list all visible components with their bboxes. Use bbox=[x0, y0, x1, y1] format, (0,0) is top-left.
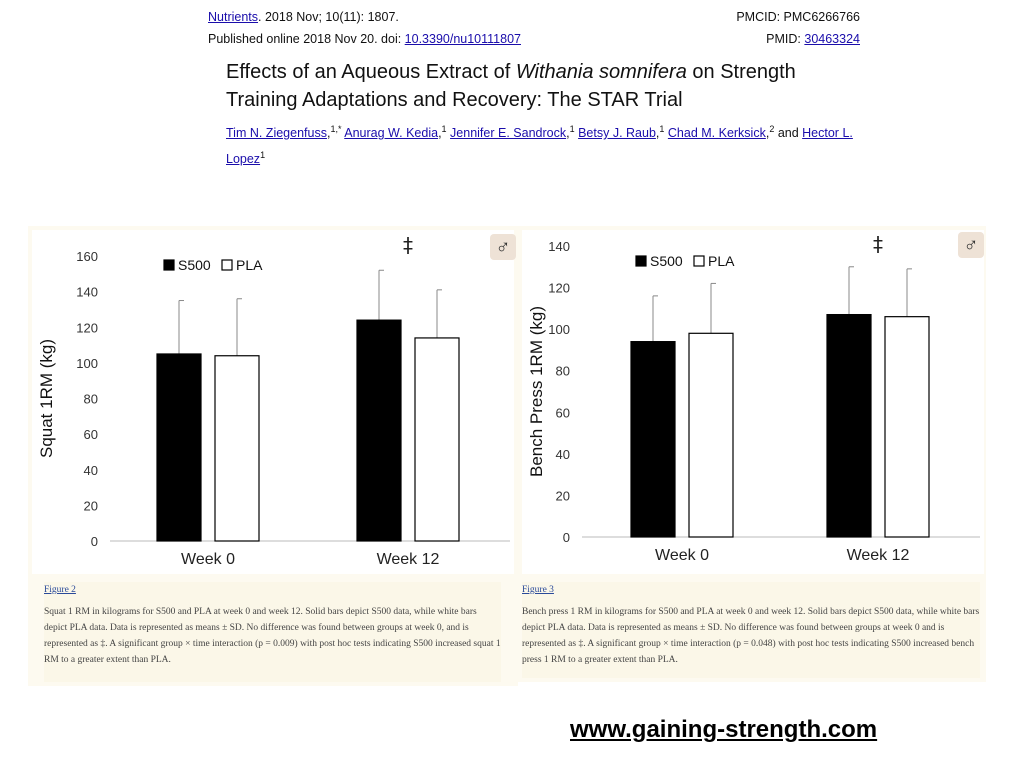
author-affiliation: 1 bbox=[441, 124, 447, 134]
author-affiliation: 1,* bbox=[330, 124, 342, 134]
legend-label: S500 bbox=[178, 257, 211, 273]
bar-pla bbox=[214, 355, 260, 542]
journal-link[interactable]: Nutrients bbox=[208, 10, 259, 24]
y-tick-label: 40 bbox=[556, 447, 570, 462]
author-link[interactable]: Betsy J. Raub bbox=[578, 126, 656, 141]
figure-3-link[interactable]: Figure 3 bbox=[522, 585, 554, 595]
figure-2-link[interactable]: Figure 2 bbox=[44, 585, 76, 595]
y-tick-label: 100 bbox=[76, 356, 98, 371]
pmid-label: PMID: bbox=[766, 32, 805, 46]
male-symbol-icon: ♂ bbox=[958, 232, 984, 258]
y-tick-label: 140 bbox=[548, 239, 570, 254]
legend-label: PLA bbox=[236, 257, 263, 273]
author-link[interactable]: Tim N. Ziegenfuss bbox=[226, 126, 327, 141]
figure-3-caption-text: Bench press 1 RM in kilograms for S500 a… bbox=[522, 607, 980, 665]
y-tick-label: 40 bbox=[84, 463, 98, 478]
author-separator: , bbox=[438, 126, 442, 141]
figure-2-panel: 0 20 40 60 80 100 120 140 160 Squat 1RM (kg) Week … bbox=[28, 226, 518, 686]
bar-s500 bbox=[356, 319, 402, 542]
author-link[interactable]: Jennifer E. Sandrock bbox=[450, 126, 567, 141]
author-separator: , bbox=[566, 126, 570, 141]
squat-chart: 0 20 40 60 80 100 120 140 160 Squat 1RM (kg) Week … bbox=[37, 233, 510, 568]
published-info: Published online 2018 Nov 20. doi: 10.33… bbox=[208, 32, 521, 46]
pmcid: PMCID: PMC6266766 bbox=[736, 10, 860, 24]
article-title: Effects of an Aqueous Extract of Withani… bbox=[226, 58, 866, 114]
title-part-1: Effects of an Aqueous Extract of bbox=[226, 61, 516, 83]
bench-chart-container: 0 20 40 60 80 100 120 140 Bench Press 1RM (kg) We… bbox=[522, 230, 984, 574]
y-tick-label: 140 bbox=[76, 285, 98, 300]
y-tick-label: 120 bbox=[76, 320, 98, 335]
author-link[interactable]: Chad M. Kerksick bbox=[667, 126, 766, 141]
x-tick-label: Week 0 bbox=[655, 547, 709, 564]
legend-swatch bbox=[163, 259, 175, 271]
y-tick-label: 120 bbox=[548, 281, 570, 296]
title-italic: Withania somnifera bbox=[515, 61, 687, 83]
legend-swatch bbox=[221, 259, 233, 271]
y-axis-label: Squat 1RM (kg) bbox=[37, 339, 56, 458]
citation-row-1: Nutrients. 2018 Nov; 10(11): 1807. PMCID… bbox=[208, 10, 860, 24]
y-tick-label: 60 bbox=[556, 405, 570, 420]
x-tick-label: Week 12 bbox=[847, 547, 910, 564]
doi-link[interactable]: 10.3390/nu10111807 bbox=[404, 32, 521, 46]
title-part-2: on Strength Training Adaptations and Rec… bbox=[226, 61, 796, 111]
journal-issue: Nutrients. 2018 Nov; 10(11): 1807. bbox=[208, 10, 399, 24]
author-separator: , bbox=[765, 126, 770, 141]
y-tick-label: 80 bbox=[84, 392, 98, 407]
pmid-link[interactable]: 30463324 bbox=[804, 32, 860, 46]
x-tick-label: Week 0 bbox=[181, 551, 235, 568]
figure-2-caption: Figure 2 Squat 1 RM in kilograms for S50… bbox=[44, 582, 501, 682]
significance-marker: ‡ bbox=[873, 232, 883, 256]
y-tick-label: 60 bbox=[84, 427, 98, 442]
bar-s500 bbox=[630, 341, 676, 538]
author-and: and bbox=[774, 126, 803, 141]
legend-swatch bbox=[693, 255, 705, 267]
y-tick-label: 100 bbox=[548, 322, 570, 337]
figure-2-caption-text: Squat 1 RM in kilograms for S500 and PLA… bbox=[44, 607, 501, 665]
legend-label: PLA bbox=[708, 253, 735, 269]
bench-chart: 0 20 40 60 80 100 120 140 Bench Press 1RM (kg) We… bbox=[527, 232, 980, 564]
y-tick-label: 20 bbox=[556, 488, 570, 503]
author-affiliation: 1 bbox=[260, 150, 266, 161]
author-list: Tim N. Ziegenfuss,1,* Anurag W. Kedia,1 … bbox=[226, 118, 866, 170]
y-tick-label: 0 bbox=[563, 530, 570, 545]
published-text: Published online 2018 Nov 20. doi: bbox=[208, 32, 405, 46]
author-separator: , bbox=[655, 126, 660, 141]
figure-3-panel: 0 20 40 60 80 100 120 140 Bench Press 1RM (kg) We… bbox=[518, 226, 986, 682]
author-affiliation: 2 bbox=[769, 124, 775, 134]
male-symbol-icon: ♂ bbox=[490, 234, 516, 260]
y-axis-label: Bench Press 1RM (kg) bbox=[527, 306, 546, 477]
website-link[interactable]: www.gaining-strength.com bbox=[570, 716, 878, 743]
y-tick-label: 20 bbox=[84, 498, 98, 513]
legend-swatch bbox=[635, 255, 647, 267]
issue-text: . 2018 Nov; 10(11): 1807. bbox=[258, 10, 399, 24]
y-tick-label: 0 bbox=[91, 534, 98, 549]
bar-s500 bbox=[826, 313, 872, 538]
y-tick-label: 80 bbox=[556, 364, 570, 379]
author-affiliation: 1 bbox=[569, 124, 575, 134]
bar-pla bbox=[414, 337, 460, 542]
x-tick-label: Week 12 bbox=[377, 551, 440, 568]
citation-row-2: Published online 2018 Nov 20. doi: 10.33… bbox=[208, 32, 860, 46]
bar-pla bbox=[884, 316, 930, 538]
y-tick-label: 160 bbox=[76, 249, 98, 264]
pmid: PMID: 30463324 bbox=[766, 32, 860, 46]
legend-label: S500 bbox=[650, 253, 683, 269]
author-link[interactable]: Hector L. Lopez bbox=[226, 126, 853, 167]
bar-pla bbox=[688, 332, 734, 538]
author-link[interactable]: Anurag W. Kedia bbox=[344, 126, 439, 141]
significance-marker: ‡ bbox=[403, 233, 413, 257]
author-affiliation: 1 bbox=[659, 124, 665, 134]
squat-chart-container: 0 20 40 60 80 100 120 140 160 Squat 1RM (kg) Week … bbox=[32, 230, 516, 574]
figure-3-caption: Figure 3 Bench press 1 RM in kilograms f… bbox=[522, 582, 980, 678]
author-separator: , bbox=[326, 126, 331, 141]
bar-s500 bbox=[156, 353, 202, 542]
